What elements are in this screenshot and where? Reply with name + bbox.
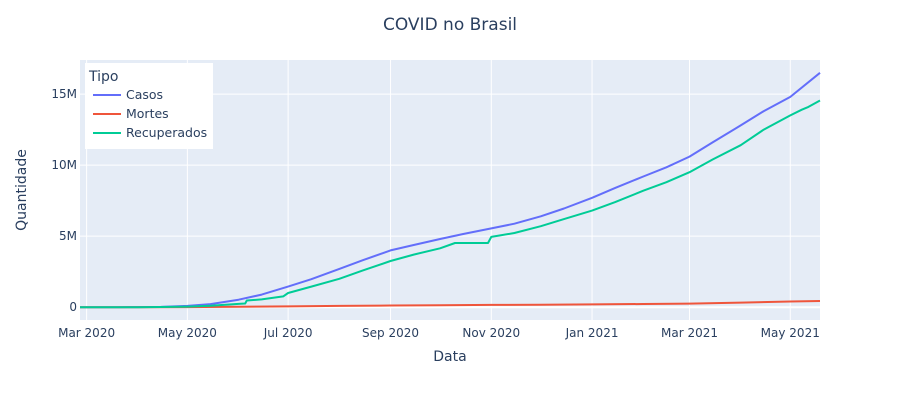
legend-label: Casos — [126, 87, 163, 102]
chart-title: COVID no Brasil — [383, 15, 517, 35]
y-axis-ticks: 0 5M 10M 15M — [51, 87, 77, 314]
x-tick-label: May 2020 — [158, 326, 217, 340]
x-tick-label: Mar 2020 — [58, 326, 115, 340]
y-tick-label: 0 — [69, 300, 77, 314]
x-tick-label: Mar 2021 — [661, 326, 718, 340]
x-tick-label: May 2021 — [761, 326, 820, 340]
series-line-recuperados — [80, 99, 821, 309]
y-tick-label: 5M — [59, 229, 77, 243]
y-tick-label: 15M — [51, 87, 77, 101]
x-tick-label: Sep 2020 — [362, 326, 419, 340]
y-axis-title: Quantidade — [14, 149, 30, 231]
series-lines — [80, 72, 821, 309]
x-tick-label: Jan 2021 — [565, 326, 619, 340]
x-axis-title: Data — [433, 349, 466, 365]
legend-label: Mortes — [126, 106, 169, 121]
legend-box — [85, 63, 213, 149]
series-line-mortes — [80, 300, 821, 309]
legend-item-casos[interactable]: Casos — [93, 87, 163, 102]
x-tick-label: Nov 2020 — [462, 326, 520, 340]
x-axis-ticks: Mar 2020 May 2020 Jul 2020 Sep 2020 Nov 2020… — [58, 326, 820, 340]
legend-item-mortes[interactable]: Mortes — [93, 106, 169, 121]
y-tick-label: 10M — [51, 158, 77, 172]
legend-item-recuperados[interactable]: Recuperados — [93, 125, 207, 140]
series-line-casos — [80, 72, 821, 309]
legend-label: Recuperados — [126, 125, 207, 140]
legend[interactable]: Tipo Casos Mortes Recuperados — [85, 63, 213, 149]
x-tick-label: Jul 2020 — [263, 326, 313, 340]
legend-title: Tipo — [88, 69, 118, 85]
